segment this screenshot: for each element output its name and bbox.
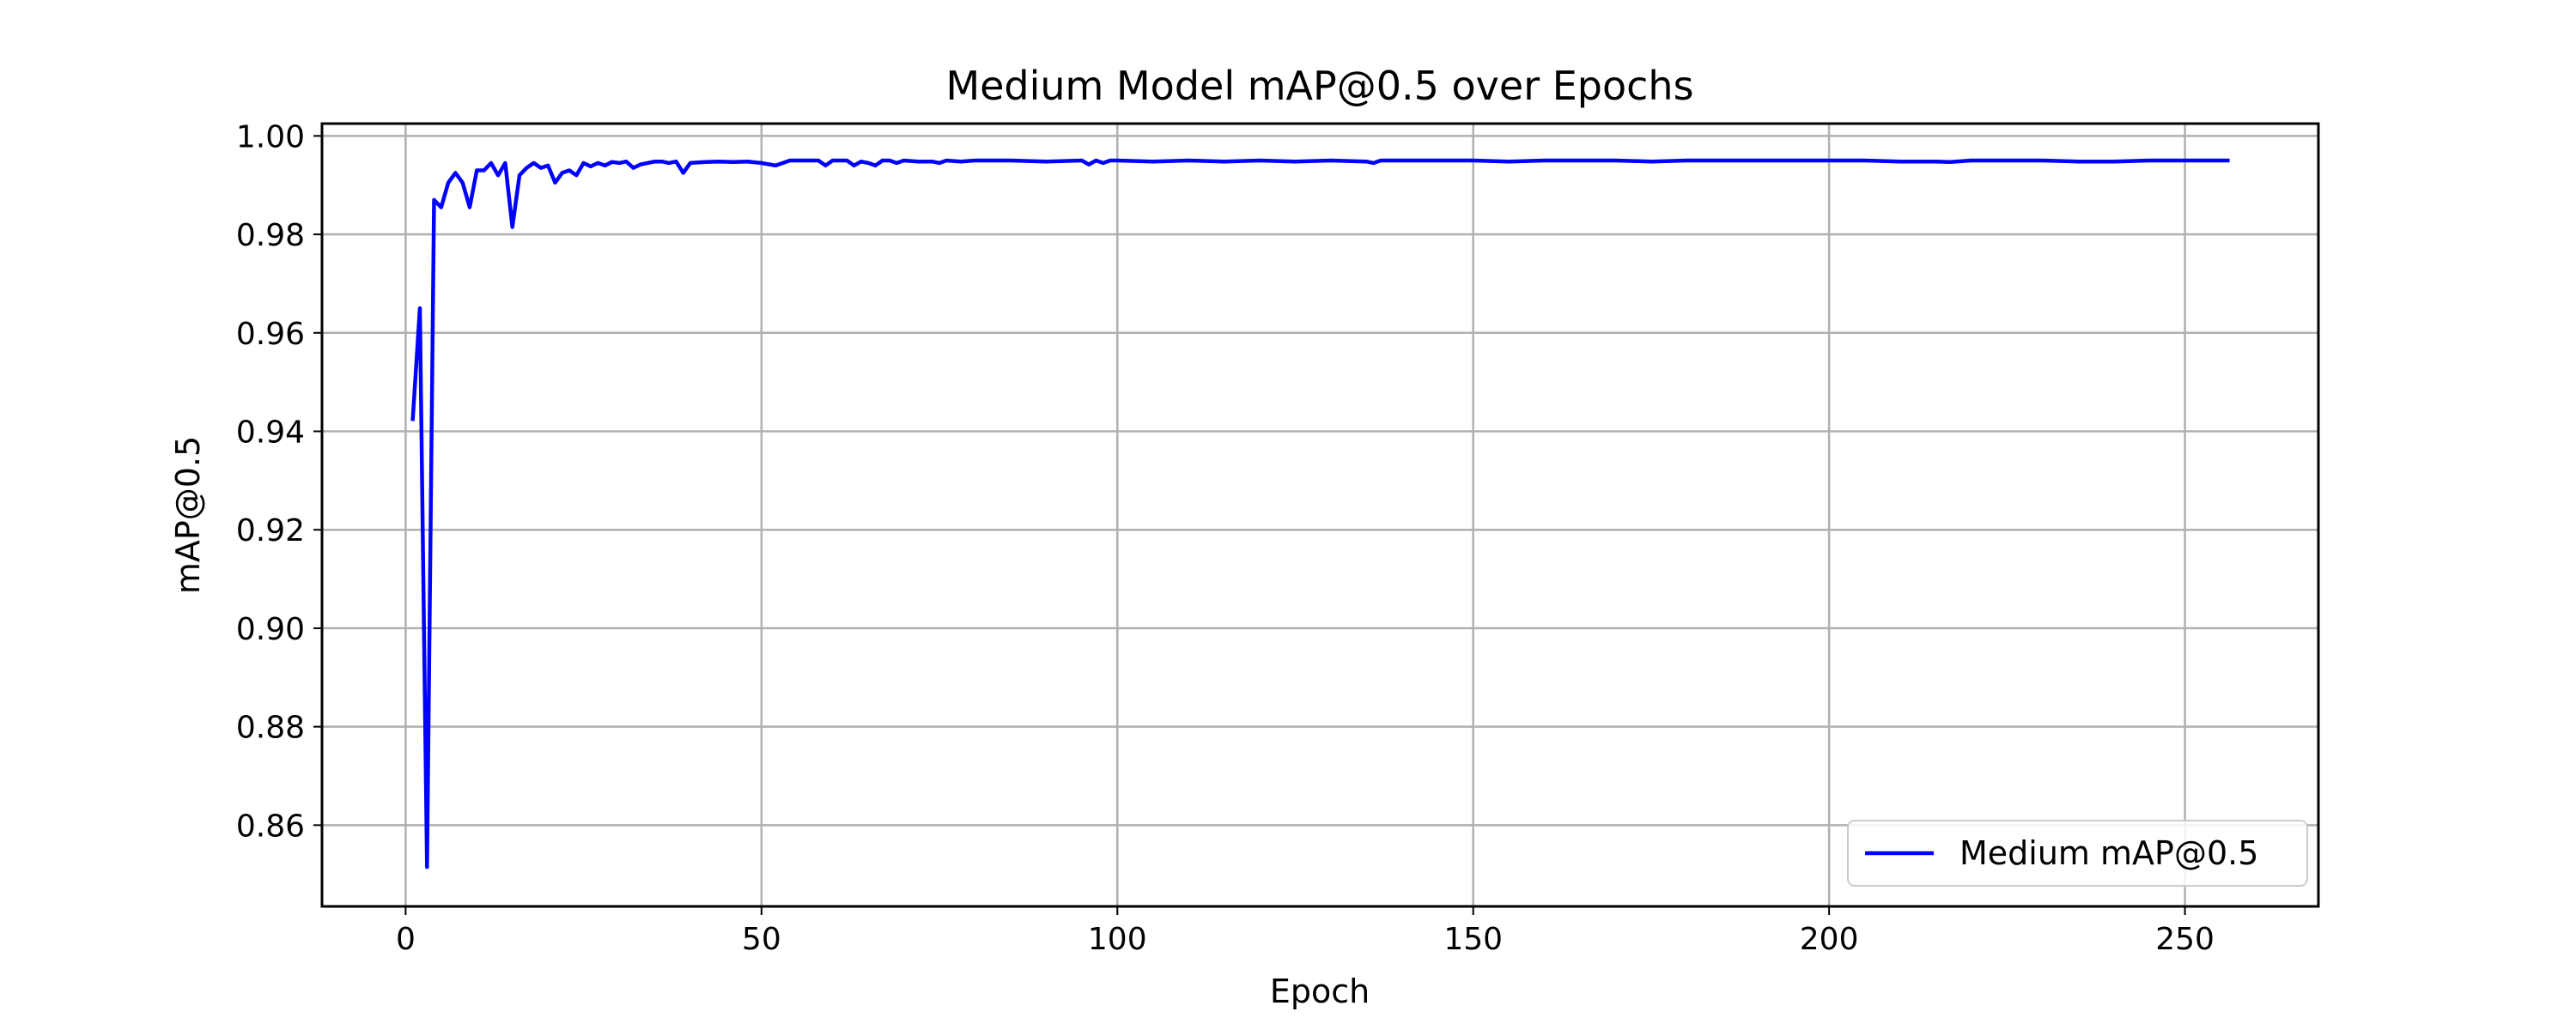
x-axis-label: Epoch <box>1270 972 1370 1010</box>
y-tick-label: 0.94 <box>236 415 305 450</box>
series-line-medium-map <box>410 158 2230 869</box>
legend-box <box>1847 820 2308 887</box>
y-tick-label: 0.86 <box>236 809 305 844</box>
x-tick-label: 200 <box>1800 922 1859 957</box>
series-layer <box>410 158 2230 869</box>
x-tick-label: 150 <box>1443 922 1503 957</box>
y-axis-label: mAP@0.5 <box>169 436 207 594</box>
y-tick-label: 0.90 <box>236 612 305 647</box>
y-tick-label: 0.98 <box>236 218 305 253</box>
y-tick-label: 0.92 <box>236 513 305 548</box>
x-tick-label: 0 <box>396 922 416 957</box>
x-tick-label: 100 <box>1088 922 1147 957</box>
y-tick-label: 1.00 <box>236 119 305 154</box>
y-tick-label: 0.88 <box>236 711 305 746</box>
legend-label: Medium mAP@0.5 <box>1959 834 2258 872</box>
legend: Medium mAP@0.5 <box>1847 820 2308 887</box>
grid <box>322 124 2318 906</box>
axis-ticks: 0 50 100 150 200 250 0.86 0.88 0.90 0.92 0.94 0.96 0… <box>236 119 2215 957</box>
x-tick-label: 50 <box>742 922 781 957</box>
chart-title: Medium Model mAP@0.5 over Epochs <box>945 63 1693 109</box>
y-tick-label: 0.96 <box>236 317 305 352</box>
x-tick-label: 250 <box>2155 922 2215 957</box>
plot-frame <box>320 122 2320 908</box>
